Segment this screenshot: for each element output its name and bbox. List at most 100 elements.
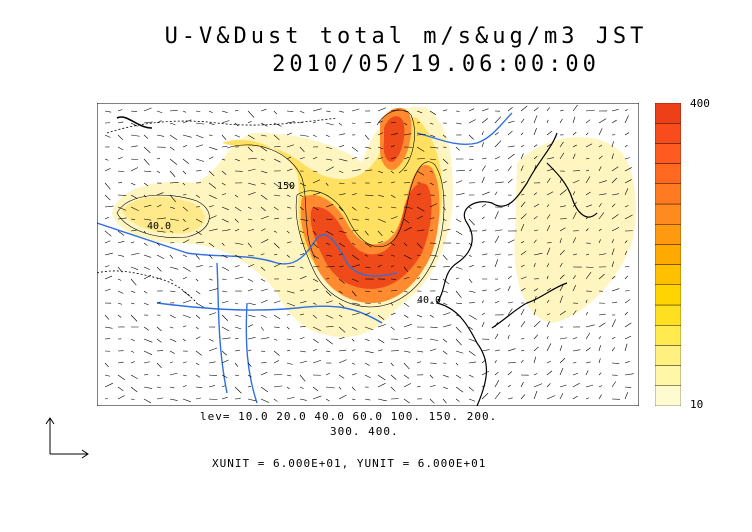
wind-vector [182, 182, 186, 186]
wind-vector [208, 110, 213, 113]
wind-vector [442, 134, 447, 138]
wind-vector [533, 192, 537, 196]
wind-vector [156, 120, 162, 124]
wind-vector [286, 396, 295, 400]
wind-vector [585, 370, 589, 376]
wind-vector [533, 203, 540, 208]
wind-vector [559, 384, 567, 388]
level-legend-line2: 300. 400. [330, 425, 399, 438]
wind-vector [455, 277, 460, 280]
wind-vector [455, 122, 462, 125]
wind-vector [312, 302, 317, 305]
wind-vector [377, 349, 383, 352]
wind-vector [520, 241, 525, 244]
wind-vector [325, 314, 334, 319]
wind-vector [403, 226, 412, 232]
wind-vector [182, 276, 188, 280]
wind-vector [481, 157, 487, 160]
wind-vector [429, 384, 436, 388]
wind-vector [208, 361, 216, 364]
wind-vector [351, 338, 355, 342]
wind-vector [130, 229, 138, 232]
wind-vector [455, 218, 462, 223]
wind-vector [442, 278, 450, 285]
wind-vector [481, 349, 490, 352]
wind-vector [559, 227, 566, 232]
wind-vector [494, 132, 499, 136]
wind-vector [143, 338, 153, 343]
wind-vector [338, 242, 345, 248]
wind-vector [234, 218, 239, 223]
wind-vector [195, 386, 203, 389]
wind-vector [624, 299, 631, 304]
wind-vector [221, 374, 228, 378]
wind-vector [169, 206, 175, 209]
wind-vector [377, 241, 384, 244]
wind-vector [104, 374, 111, 377]
wind-vector [507, 285, 511, 292]
wind-vector [611, 275, 616, 280]
wind-vector [247, 242, 252, 248]
wind-vector [572, 310, 577, 316]
wind-vector [221, 182, 226, 186]
wind-vector [273, 360, 280, 364]
wind-vector [286, 278, 292, 281]
wind-vector [468, 278, 473, 284]
wind-vector [494, 169, 499, 172]
wind-vector [130, 206, 139, 211]
wind-vector [247, 314, 256, 318]
wind-vector [468, 326, 473, 330]
wind-vector [221, 326, 230, 332]
wind-vector [481, 165, 486, 172]
wind-vector [169, 134, 178, 141]
wind-vector [325, 218, 333, 220]
wind-vector [299, 275, 307, 280]
wind-vector [234, 229, 240, 232]
wind-vector [221, 218, 229, 223]
wind-vector [585, 384, 594, 388]
wind-vector [403, 337, 411, 340]
wind-vector [585, 299, 588, 304]
wind-vector [559, 152, 565, 160]
wind-vector [611, 108, 619, 112]
wind-vector [403, 218, 410, 224]
wind-vector [247, 110, 255, 118]
wind-vector [312, 121, 317, 124]
wind-vector [286, 254, 291, 258]
wind-vector [611, 239, 615, 244]
wind-vector [208, 156, 214, 160]
wind-vector [364, 134, 370, 140]
wind-vector [455, 266, 463, 270]
wind-vector [234, 194, 239, 198]
wind-vector [143, 230, 147, 234]
wind-vector [338, 265, 344, 268]
wind-vector [572, 131, 577, 136]
wind-vector [312, 338, 319, 344]
wind-vector [494, 349, 500, 352]
wind-vector [442, 312, 451, 316]
wind-vector [182, 145, 188, 148]
wind-vector [364, 242, 372, 248]
wind-vector [390, 362, 394, 367]
wind-vector [533, 155, 538, 160]
wind-vector [624, 373, 634, 376]
wind-vector [182, 254, 188, 258]
wind-vector [546, 383, 551, 388]
wind-vector [351, 169, 361, 172]
wind-vector [221, 120, 230, 124]
wind-vector [195, 397, 201, 400]
wind-vector [273, 373, 283, 376]
wind-vector [598, 212, 605, 220]
wind-vector [351, 206, 357, 211]
wind-vector [221, 134, 227, 140]
dust-shading [112, 106, 636, 338]
wind-vector [416, 121, 420, 124]
wind-vector [169, 182, 179, 184]
wind-vector [507, 348, 516, 352]
wind-vector [559, 283, 565, 292]
wind-vector [338, 218, 343, 220]
wind-vector [312, 254, 320, 260]
wind-vector [546, 225, 551, 232]
wind-vector [611, 319, 616, 328]
wind-vector [390, 170, 394, 174]
